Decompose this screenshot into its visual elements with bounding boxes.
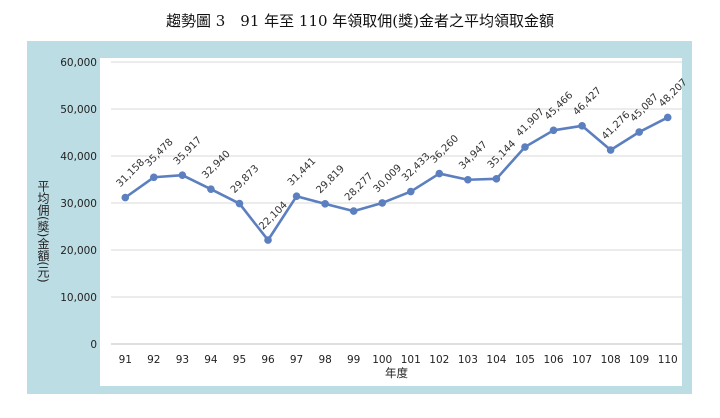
data-label: 29,819 — [314, 163, 347, 196]
series-line — [124, 116, 669, 242]
x-tick-label: 95 — [233, 354, 246, 366]
y-tick-label: 10,000 — [60, 292, 97, 304]
data-point — [349, 207, 358, 215]
x-axis-label: 年度 — [385, 366, 408, 380]
data-label: 41,907 — [514, 107, 547, 140]
data-point — [492, 175, 501, 183]
data-label: 36,260 — [429, 133, 462, 166]
data-label: 29,873 — [229, 163, 262, 196]
x-tick-label: 100 — [372, 354, 392, 366]
data-label: 48,207 — [657, 77, 690, 110]
data-label: 45,087 — [629, 92, 662, 125]
plot-area — [100, 58, 682, 386]
x-tick-label: 94 — [204, 354, 218, 366]
chart-title: 趨勢圖 3 91 年至 110 年領取佣(獎)金者之平均領取金額 — [165, 12, 555, 30]
y-tick-label: 0 — [90, 339, 97, 351]
data-label: 31,441 — [286, 156, 319, 189]
x-tick-label: 105 — [515, 354, 535, 366]
x-tick-label: 93 — [176, 354, 189, 366]
data-point — [464, 175, 472, 184]
data-point — [178, 171, 187, 179]
data-label: 45,466 — [543, 90, 576, 123]
x-tick-label: 96 — [261, 354, 275, 366]
data-point — [207, 185, 215, 193]
x-tick-label: 91 — [119, 354, 132, 366]
data-label: 35,144 — [486, 138, 519, 171]
x-tick-label: 97 — [290, 354, 303, 366]
y-tick-label: 60,000 — [60, 57, 97, 69]
data-point — [549, 126, 558, 135]
y-axis-label: 平均佣(獎)金額(元) — [36, 180, 50, 283]
y-tick-label: 40,000 — [60, 151, 97, 163]
data-label: 32,940 — [200, 149, 233, 182]
data-label: 41,276 — [600, 110, 633, 143]
data-point — [378, 199, 387, 207]
x-tick-label: 103 — [458, 354, 478, 366]
data-point — [521, 143, 529, 151]
x-tick-label: 102 — [429, 354, 449, 366]
x-tick-label: 107 — [572, 354, 592, 366]
x-tick-label: 104 — [486, 354, 506, 366]
x-tick-label: 109 — [629, 354, 649, 366]
data-point — [635, 128, 643, 136]
data-point — [235, 199, 244, 208]
x-tick-label: 106 — [544, 354, 564, 366]
data-point — [150, 173, 158, 182]
y-tick-label: 20,000 — [60, 245, 97, 257]
data-point — [663, 113, 672, 122]
data-point — [292, 192, 301, 201]
data-point — [406, 187, 415, 196]
data-point — [321, 200, 329, 208]
x-tick-label: 99 — [347, 354, 360, 366]
x-tick-label: 110 — [658, 354, 678, 366]
data-point — [121, 193, 130, 202]
data-point — [435, 169, 444, 178]
data-label: 35,478 — [143, 137, 176, 170]
data-point — [264, 236, 272, 244]
data-point — [606, 146, 615, 154]
x-tick-label: 92 — [147, 354, 160, 366]
x-tick-label: 98 — [318, 354, 331, 366]
data-point — [578, 121, 586, 130]
x-tick-label: 108 — [601, 354, 621, 366]
x-tick-label: 101 — [401, 354, 421, 366]
data-label: 35,917 — [172, 135, 205, 168]
y-tick-label: 30,000 — [60, 198, 97, 210]
data-label: 46,427 — [571, 85, 604, 118]
data-label: 30,009 — [372, 163, 405, 196]
y-tick-label: 50,000 — [60, 104, 97, 116]
